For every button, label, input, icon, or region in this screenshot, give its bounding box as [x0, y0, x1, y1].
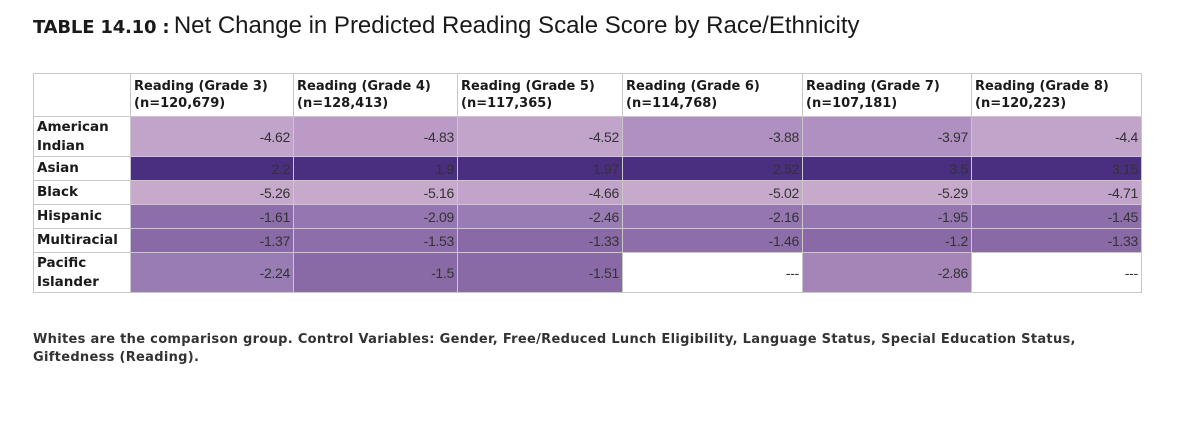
value-cell: 2.2: [130, 156, 294, 181]
score-table: Reading (Grade 3) (n=120,679) Reading (Gr…: [33, 73, 1142, 293]
row-header: American Indian: [33, 116, 131, 157]
column-n: (n=114,768): [626, 96, 718, 111]
column-n: (n=107,181): [806, 96, 898, 111]
column-n: (n=117,365): [461, 96, 553, 111]
value-cell: -4.62: [130, 116, 294, 157]
value-cell: -2.86: [802, 252, 972, 293]
value-cell: -1.33: [457, 228, 623, 253]
value-cell: ---: [971, 252, 1142, 293]
column-n: (n=128,413): [297, 96, 389, 111]
value-cell: -1.61: [130, 204, 294, 229]
footnote: Whites are the comparison group. Control…: [33, 332, 1076, 365]
column-header: Reading (Grade 3) (n=120,679): [130, 73, 294, 117]
table-title-text: Net Change in Predicted Reading Scale Sc…: [173, 12, 860, 39]
column-header: Reading (Grade 7) (n=107,181): [802, 73, 972, 117]
value-cell: -4.4: [971, 116, 1142, 157]
value-cell: ---: [622, 252, 803, 293]
value-cell: -3.97: [802, 116, 972, 157]
row-header: Pacific Islander: [33, 252, 131, 293]
value-cell: 2.52: [622, 156, 803, 181]
column-header: Reading (Grade 6) (n=114,768): [622, 73, 803, 117]
value-cell: -1.53: [293, 228, 458, 253]
table-row: Multiracial -1.37 -1.53 -1.33 -1.46 -1.2…: [33, 228, 1142, 253]
value-cell: -1.95: [802, 204, 972, 229]
column-name: Reading (Grade 7): [806, 79, 940, 94]
value-cell: -5.26: [130, 180, 294, 205]
value-cell: 3.5: [802, 156, 972, 181]
table-row: American Indian -4.62 -4.83 -4.52 -3.88 …: [33, 116, 1142, 157]
corner-cell: [33, 73, 131, 117]
table-row: Asian 2.2 1.9 1.97 2.52 3.5 3.15: [33, 156, 1142, 181]
value-cell: -4.52: [457, 116, 623, 157]
value-cell: -1.45: [971, 204, 1142, 229]
value-cell: -1.2: [802, 228, 972, 253]
value-cell: 1.97: [457, 156, 623, 181]
value-cell: -2.16: [622, 204, 803, 229]
page-title: TABLE 14.10 : Net Change in Predicted Re…: [33, 14, 860, 38]
row-header: Multiracial: [33, 228, 131, 253]
value-cell: -1.33: [971, 228, 1142, 253]
row-header: Hispanic: [33, 204, 131, 229]
value-cell: -4.83: [293, 116, 458, 157]
value-cell: -1.37: [130, 228, 294, 253]
table-row: Black -5.26 -5.16 -4.66 -5.02 -5.29 -4.7…: [33, 180, 1142, 205]
value-cell: -4.66: [457, 180, 623, 205]
header-row: Reading (Grade 3) (n=120,679) Reading (Gr…: [33, 73, 1142, 117]
column-n: (n=120,223): [975, 96, 1067, 111]
table-row: Hispanic -1.61 -2.09 -2.46 -2.16 -1.95 -…: [33, 204, 1142, 229]
column-name: Reading (Grade 6): [626, 79, 760, 94]
value-cell: -1.46: [622, 228, 803, 253]
column-header: Reading (Grade 5) (n=117,365): [457, 73, 623, 117]
value-cell: 1.9: [293, 156, 458, 181]
row-header: Black: [33, 180, 131, 205]
column-header: Reading (Grade 4) (n=128,413): [293, 73, 458, 117]
value-cell: -1.51: [457, 252, 623, 293]
value-cell: -5.02: [622, 180, 803, 205]
column-header: Reading (Grade 8) (n=120,223): [971, 73, 1142, 117]
value-cell: -2.24: [130, 252, 294, 293]
value-cell: -2.09: [293, 204, 458, 229]
value-cell: 3.15: [971, 156, 1142, 181]
value-cell: -4.71: [971, 180, 1142, 205]
row-header: Asian: [33, 156, 131, 181]
table-row: Pacific Islander -2.24 -1.5 -1.51 --- -2…: [33, 252, 1142, 293]
value-cell: -5.29: [802, 180, 972, 205]
value-cell: -2.46: [457, 204, 623, 229]
value-cell: -5.16: [293, 180, 458, 205]
column-name: Reading (Grade 4): [297, 79, 431, 94]
table-number-label: TABLE 14.10 :: [33, 17, 170, 38]
value-cell: -3.88: [622, 116, 803, 157]
column-name: Reading (Grade 8): [975, 79, 1109, 94]
column-name: Reading (Grade 5): [461, 79, 595, 94]
column-name: Reading (Grade 3): [134, 79, 268, 94]
value-cell: -1.5: [293, 252, 458, 293]
column-n: (n=120,679): [134, 96, 226, 111]
